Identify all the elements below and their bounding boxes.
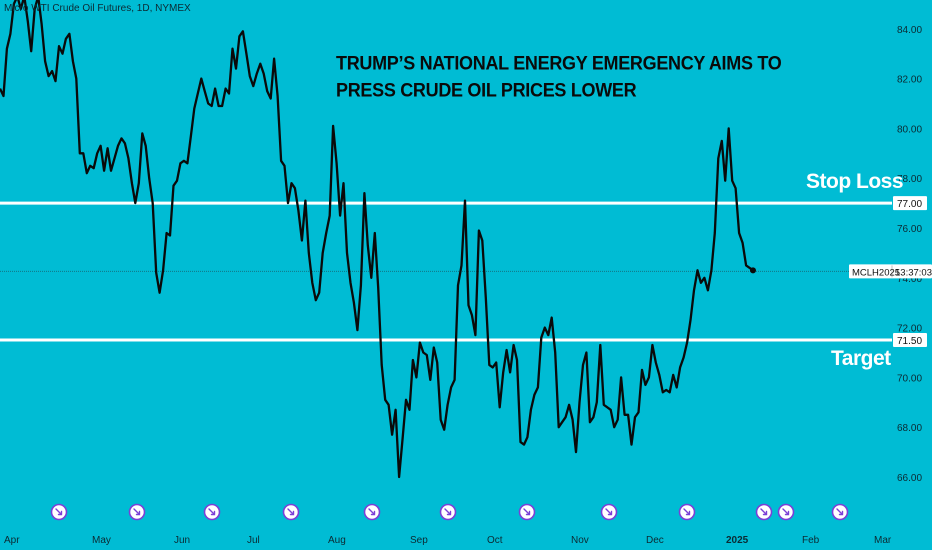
price-tick-label: 68.00 (897, 423, 922, 434)
price-tick-label: 80.00 (897, 124, 922, 135)
stop-loss-price-tag: 77.00 (893, 196, 927, 211)
stop-loss-price-tag-bg (893, 196, 927, 211)
price-axis: 66.00 68.00 70.00 72.00 74.00 76.00 78.00 80.00… (897, 25, 922, 484)
current-price-symbol: MCLH2025 (852, 267, 900, 278)
event-marker-arrow (444, 508, 452, 516)
time-tick-label: 2025 (726, 535, 749, 546)
event-marker-icon[interactable] (439, 503, 457, 521)
target-price-tag: 71.50 (893, 333, 927, 348)
price-series (0, 0, 756, 479)
time-tick-label: Jun (174, 535, 190, 546)
event-markers (50, 503, 849, 521)
level-lines (0, 201, 892, 342)
event-marker-arrow (605, 508, 613, 516)
event-marker-arrow (782, 508, 790, 516)
stop-loss-price-tag-text: 77.00 (897, 199, 922, 210)
time-tick-label: Sep (410, 535, 428, 546)
time-tick-label: Feb (802, 535, 820, 546)
time-tick-label: Oct (487, 535, 503, 546)
time-tick-label: Aug (328, 535, 346, 546)
event-marker-icon[interactable] (600, 503, 618, 521)
target-label: Target (831, 347, 891, 370)
event-marker-arrow (523, 508, 531, 516)
event-marker-arrow (287, 508, 295, 516)
event-marker-icon[interactable] (203, 503, 221, 521)
price-tick-label: 82.00 (897, 75, 922, 86)
price-tick-label: 72.00 (897, 324, 922, 335)
event-marker-icon[interactable] (128, 503, 146, 521)
time-tick-label: Apr (4, 535, 20, 546)
headline-line-2: PRESS CRUDE OIL PRICES LOWER (336, 79, 637, 101)
current-price-time: 13:37:03 (895, 267, 932, 278)
symbol-title: Micro WTI Crude Oil Futures, 1D, NYMEX (4, 3, 191, 14)
event-marker-icon[interactable] (777, 503, 795, 521)
event-marker-arrow (836, 508, 844, 516)
last-price-point (749, 267, 756, 274)
time-tick-label: Dec (646, 535, 664, 546)
time-tick-label: Jul (247, 535, 260, 546)
event-marker-icon[interactable] (363, 503, 381, 521)
stop-loss-label: Stop Loss (806, 170, 904, 193)
event-marker-icon[interactable] (831, 503, 849, 521)
event-marker-arrow (133, 508, 141, 516)
event-marker-icon[interactable] (755, 503, 773, 521)
price-line (0, 0, 754, 479)
target-price-tag-bg (893, 333, 927, 348)
price-tick-label: 78.00 (897, 174, 922, 185)
event-marker-icon[interactable] (282, 503, 300, 521)
time-tick-label: Nov (571, 535, 589, 546)
target-price-tag-text: 71.50 (897, 336, 922, 347)
event-marker-arrow (683, 508, 691, 516)
price-tick-label: 70.00 (897, 373, 922, 384)
event-marker-arrow (208, 508, 216, 516)
time-tick-label: Mar (874, 535, 892, 546)
event-marker-icon[interactable] (678, 503, 696, 521)
event-marker-arrow (55, 508, 63, 516)
time-tick-label: May (92, 535, 111, 546)
event-marker-icon[interactable] (50, 503, 68, 521)
price-tick-label: 76.00 (897, 224, 922, 235)
time-axis: Apr May Jun Jul Aug Sep Oct Nov Dec 2025 Feb Mar (4, 535, 892, 546)
price-tick-label: 66.00 (897, 473, 922, 484)
headline: TRUMP’S NATIONAL ENERGY EMERGENCY AIMS T… (336, 50, 782, 104)
event-marker-arrow (368, 508, 376, 516)
event-marker-arrow (760, 508, 768, 516)
event-marker-icon[interactable] (518, 503, 536, 521)
headline-line-1: TRUMP’S NATIONAL ENERGY EMERGENCY AIMS T… (336, 52, 782, 74)
price-tick-label: 74.00 (897, 274, 922, 285)
price-tick-label: 84.00 (897, 25, 922, 36)
current-price-tag-bg (849, 264, 932, 279)
